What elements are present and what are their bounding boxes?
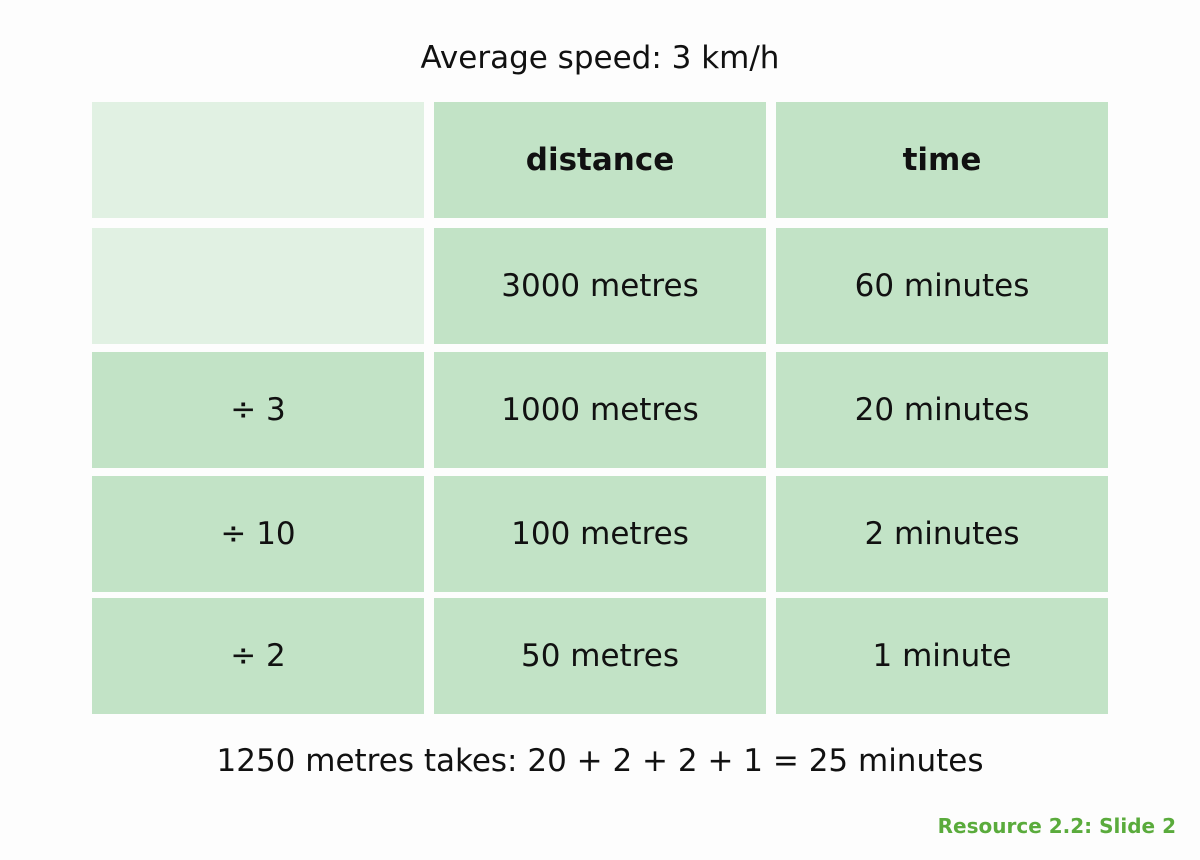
column-header: time — [776, 102, 1108, 218]
summary: 1250 metres takes: 20 + 2 + 2 + 1 = 25 m… — [216, 743, 984, 779]
value-cell: 20 minutes — [776, 352, 1108, 468]
slide-title: Average speed: 3 km/h — [420, 40, 780, 76]
value-cell: 100 metres — [434, 476, 766, 592]
value-cell: 3000 metres — [434, 228, 766, 344]
step-cell: ÷ 2 — [92, 598, 424, 714]
source-label: Resource 2.2: Slide 2 — [937, 814, 1176, 838]
value-cell: 2 minutes — [776, 476, 1108, 592]
value-cell: 1000 metres — [434, 352, 766, 468]
corner-cell — [92, 102, 424, 218]
step-cell: ÷ 10 — [92, 476, 424, 592]
value-cell: 50 metres — [434, 598, 766, 714]
value-cell: 1 minute — [776, 598, 1108, 714]
column-header: distance — [434, 102, 766, 218]
empty-cell — [92, 228, 424, 344]
value-cell: 60 minutes — [776, 228, 1108, 344]
step-cell: ÷ 3 — [92, 352, 424, 468]
